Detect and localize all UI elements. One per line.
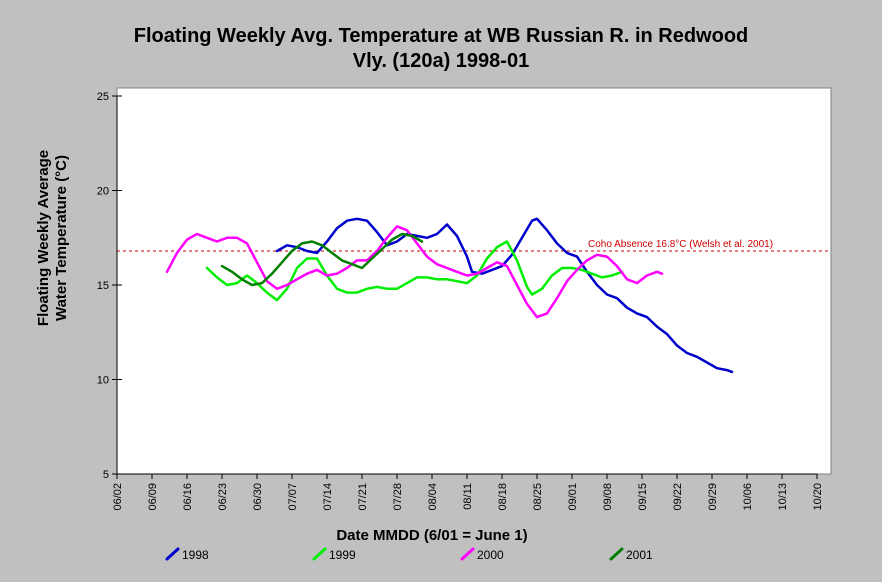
legend-label-1999: 1999 <box>329 548 356 562</box>
x-tick-label: 07/07 <box>287 483 299 511</box>
x-axis-title: Date MMDD (6/01 = June 1) <box>336 527 527 544</box>
x-tick-label: 10/20 <box>812 483 824 511</box>
series-2000-line <box>165 225 664 319</box>
legend-label-1998: 1998 <box>182 548 209 562</box>
series-1999-line <box>205 240 624 302</box>
x-tick-label: 08/11 <box>462 483 474 510</box>
x-tick-label: 08/18 <box>497 483 509 511</box>
y-tick-label: 5 <box>103 469 109 481</box>
y-tick-label: 20 <box>97 186 109 198</box>
legend-swatch-1999 <box>312 547 327 561</box>
y-tick-label: 25 <box>97 91 109 103</box>
x-tick-label: 06/02 <box>112 483 124 511</box>
legend-swatch-2000 <box>460 547 475 561</box>
y-axis-ticks: 5 10 15 20 25 <box>97 91 122 481</box>
legend-swatch-1998 <box>165 547 180 561</box>
x-tick-label: 09/08 <box>602 483 614 511</box>
y-tick-label: 10 <box>97 375 109 387</box>
series-2001-line <box>220 232 424 287</box>
reference-line-group: Coho Absence 16.8°C (Welsh et al. 2001) <box>117 239 831 252</box>
legend-label-2001: 2001 <box>626 548 653 562</box>
x-tick-label: 10/13 <box>777 483 789 511</box>
x-tick-label: 07/21 <box>357 483 369 511</box>
legend-label-2000: 2000 <box>477 548 504 562</box>
legend: 1998 1999 2000 2001 <box>165 547 653 562</box>
chart-title-line1: Floating Weekly Avg. Temperature at WB R… <box>134 25 749 47</box>
x-tick-label: 10/06 <box>742 483 754 511</box>
series-group <box>165 217 734 374</box>
x-tick-label: 09/01 <box>567 483 579 511</box>
x-tick-label: 06/30 <box>252 483 264 511</box>
x-tick-label: 07/28 <box>392 483 404 511</box>
coho-absence-reference-label: Coho Absence 16.8°C (Welsh et al. 2001) <box>588 239 773 250</box>
x-tick-label: 09/15 <box>637 483 649 511</box>
y-axis-title-line1: Floating Weekly Average <box>35 150 52 326</box>
x-tick-label: 08/25 <box>532 483 544 511</box>
x-tick-label: 06/23 <box>217 483 229 511</box>
plot-area <box>116 87 832 475</box>
x-tick-label: 06/09 <box>147 483 159 511</box>
series-1998-line <box>275 217 734 374</box>
x-tick-label: 09/22 <box>672 483 684 511</box>
x-tick-label: 09/29 <box>707 483 719 511</box>
y-axis-title-line2: Water Temperature (°C) <box>53 155 70 321</box>
chart-title-line2: Vly. (120a) 1998-01 <box>353 50 529 72</box>
y-tick-label: 15 <box>97 280 109 292</box>
legend-swatch-2001 <box>609 547 624 561</box>
x-tick-label: 06/16 <box>182 483 194 511</box>
x-axis-ticks: 06/02 06/09 06/16 06/23 06/30 07/07 07/14 07/21… <box>112 474 824 511</box>
x-tick-label: 07/14 <box>322 483 334 511</box>
x-tick-label: 08/04 <box>427 483 439 511</box>
